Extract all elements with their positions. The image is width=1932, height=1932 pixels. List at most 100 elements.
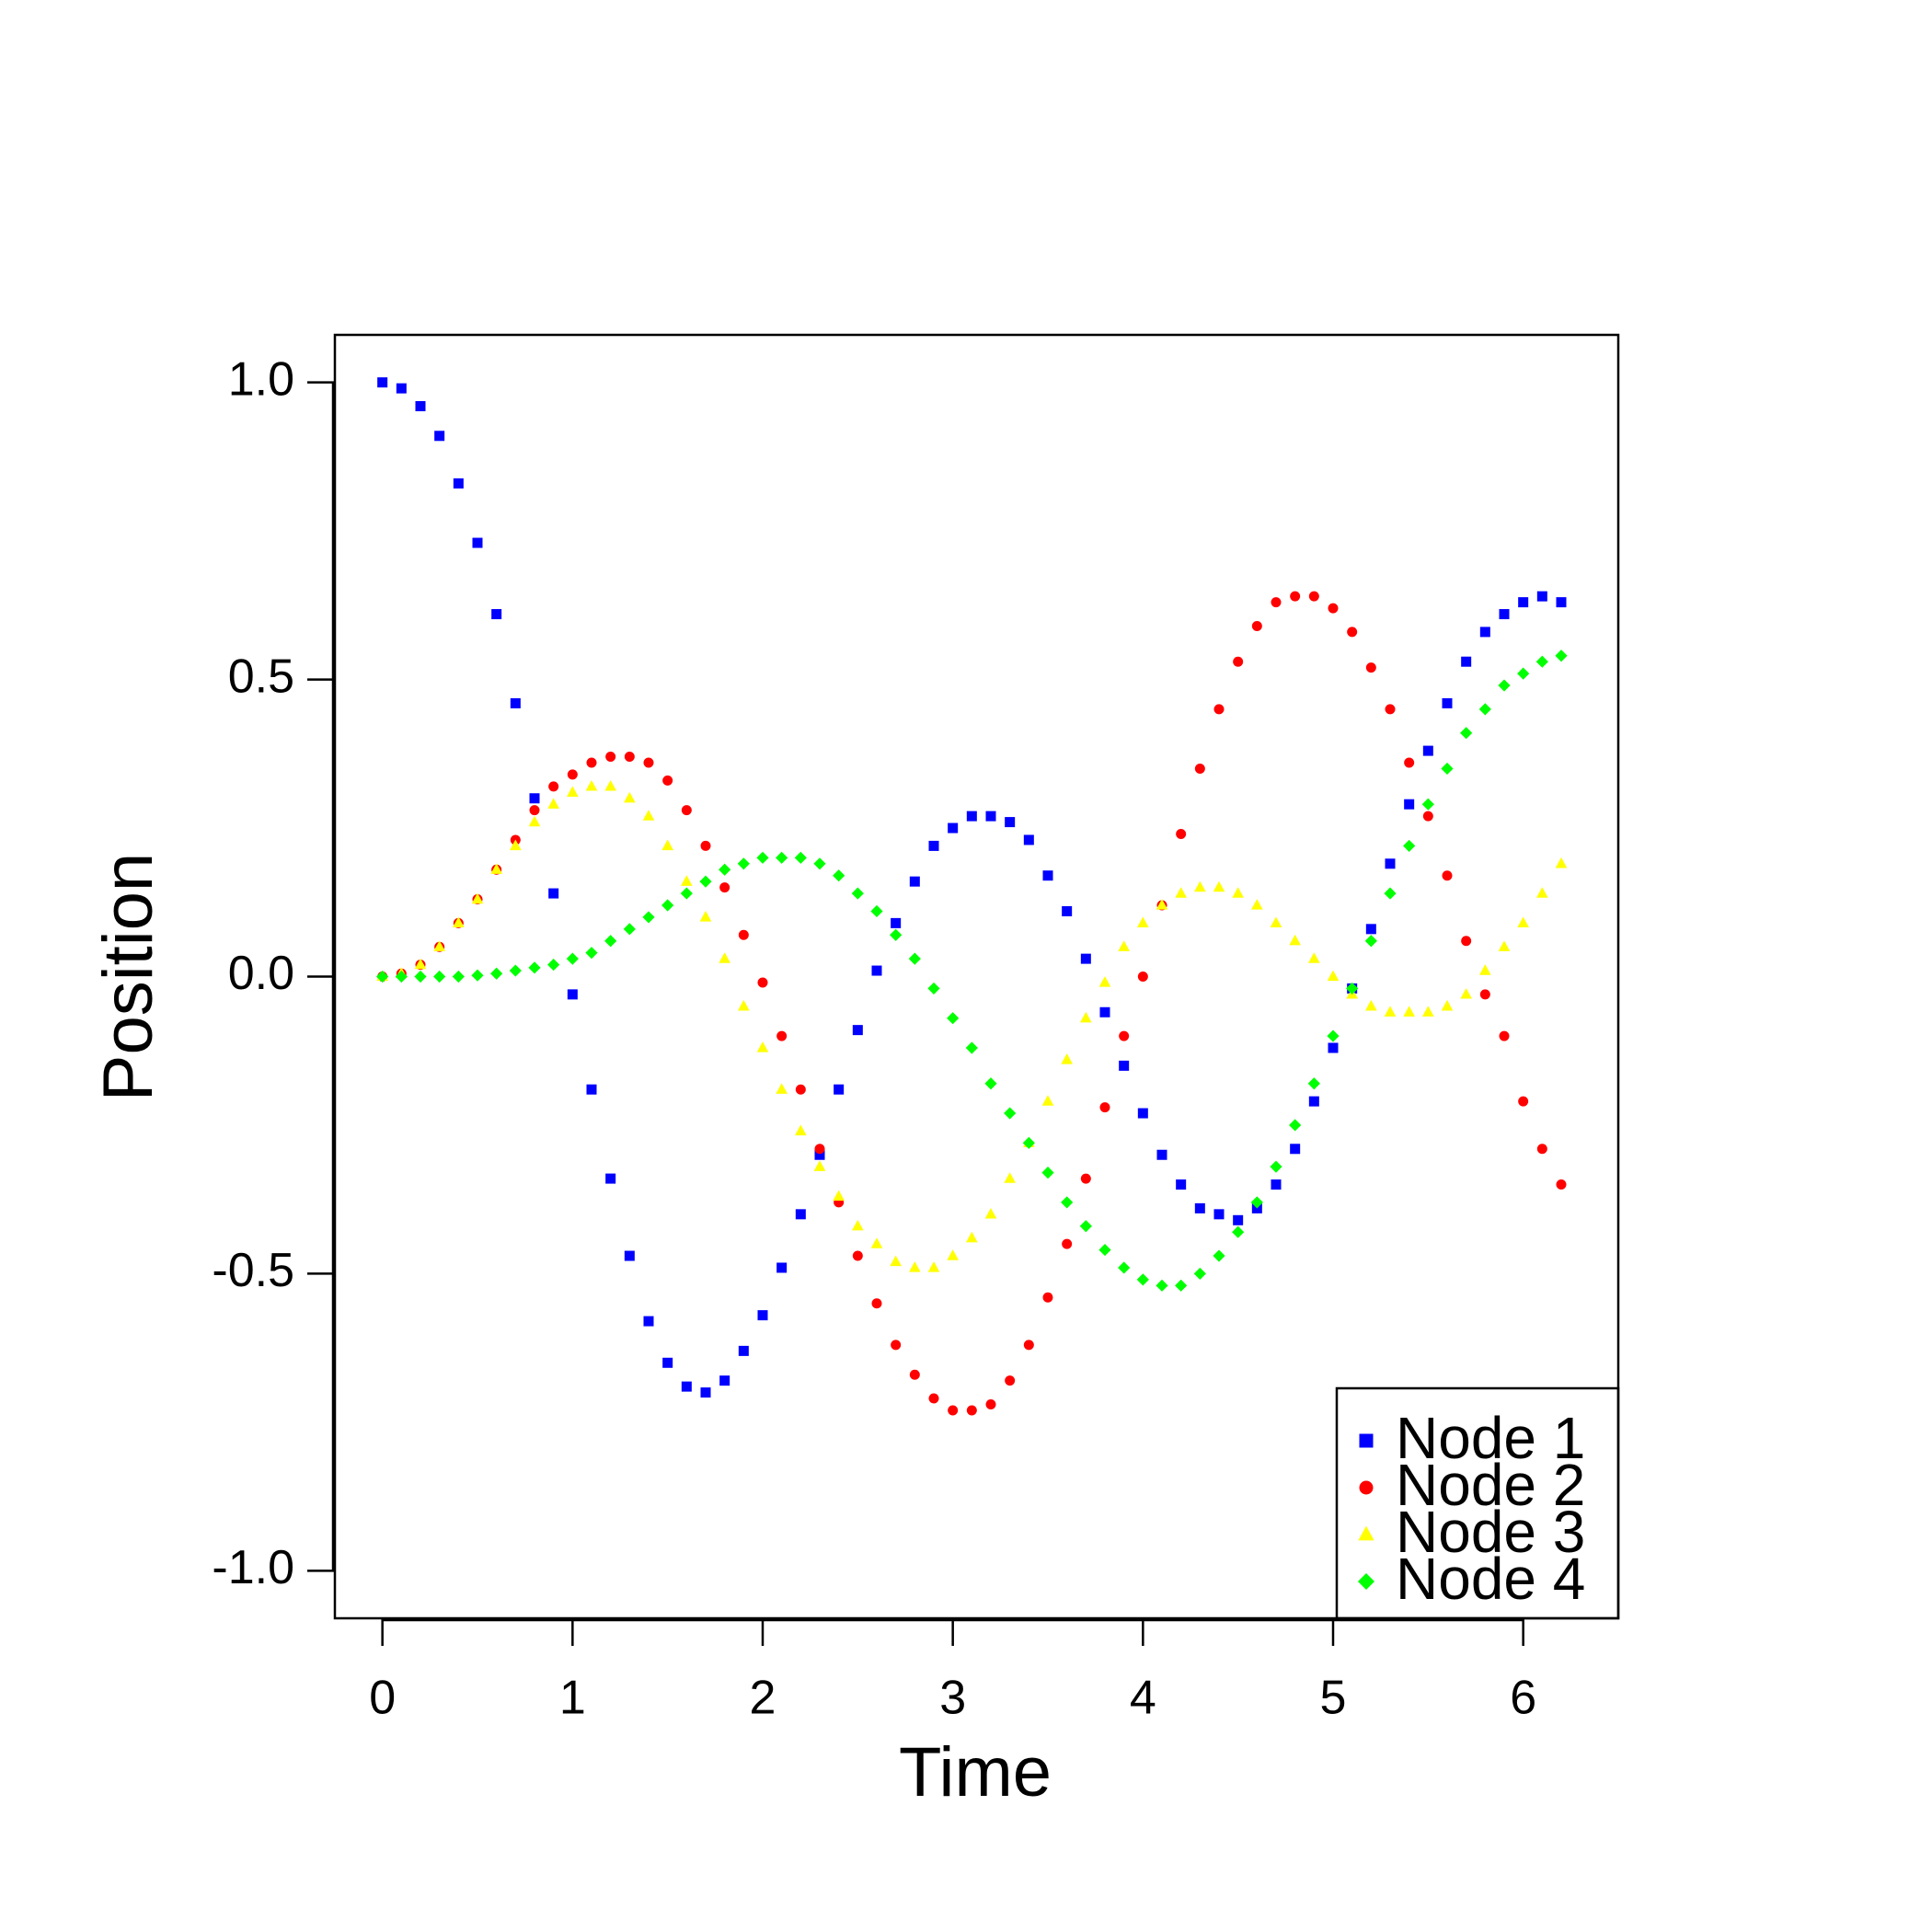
point: [1403, 839, 1416, 853]
point: [1099, 1006, 1110, 1018]
x-tick-label: 5: [1320, 1672, 1347, 1725]
point: [1289, 934, 1301, 946]
point: [699, 911, 712, 922]
point: [891, 917, 902, 928]
point: [984, 1207, 997, 1219]
point: [1478, 703, 1491, 716]
x-tick-label: 1: [559, 1672, 586, 1725]
point: [529, 793, 540, 804]
point: [1213, 1249, 1225, 1262]
point: [776, 1083, 788, 1094]
point: [377, 377, 388, 388]
point: [624, 1250, 635, 1261]
point: [776, 1030, 788, 1041]
point: [547, 798, 559, 809]
x-tick-label: 3: [939, 1672, 966, 1725]
point: [1023, 834, 1034, 845]
point: [1422, 811, 1433, 822]
point: [1099, 1102, 1110, 1113]
point: [909, 1261, 921, 1272]
point: [1385, 858, 1396, 869]
point: [605, 752, 616, 763]
x-tick-label: 2: [750, 1672, 776, 1725]
point: [928, 840, 939, 851]
point: [529, 805, 540, 816]
point: [1460, 727, 1473, 740]
point: [719, 952, 730, 963]
point: [738, 999, 750, 1011]
point: [738, 929, 749, 940]
point: [1441, 762, 1454, 776]
point: [909, 1369, 920, 1380]
point: [1555, 650, 1568, 662]
point: [1156, 899, 1168, 910]
point: [738, 1345, 749, 1356]
point: [1556, 597, 1567, 608]
point: [1479, 989, 1490, 1000]
point: [1042, 1292, 1053, 1303]
point: [681, 1381, 692, 1392]
point: [1061, 1053, 1073, 1064]
point: [566, 952, 579, 965]
point: [471, 892, 484, 904]
point: [585, 779, 598, 791]
point: [851, 887, 864, 900]
point: [1119, 1060, 1130, 1071]
point: [509, 964, 522, 977]
point: [1498, 679, 1511, 692]
point: [453, 477, 464, 489]
point: [396, 383, 407, 394]
point: [719, 882, 730, 893]
point: [661, 839, 673, 851]
point: [1271, 597, 1282, 608]
x-axis-title: Time: [899, 1733, 1052, 1811]
point: [1327, 1029, 1340, 1042]
point: [1404, 799, 1415, 810]
point: [700, 1387, 711, 1398]
point: [1137, 916, 1149, 928]
point: [891, 1340, 902, 1351]
point: [776, 1262, 788, 1273]
point: [1098, 1243, 1111, 1257]
point: [984, 1077, 997, 1090]
point: [1176, 1179, 1187, 1190]
point: [662, 1357, 673, 1368]
point: [1499, 609, 1510, 620]
point: [1062, 905, 1073, 916]
point: [1365, 662, 1376, 673]
point: [680, 887, 693, 900]
point: [1421, 798, 1434, 811]
point: [814, 1149, 825, 1160]
point: [870, 1237, 883, 1248]
point: [757, 977, 768, 988]
y-tick-label: 0.0: [228, 947, 294, 1000]
point: [1175, 887, 1187, 898]
point: [586, 1084, 597, 1095]
point: [1118, 940, 1130, 951]
point: [1176, 829, 1187, 839]
point: [1004, 1107, 1017, 1120]
point: [1118, 1261, 1131, 1274]
point: [1213, 704, 1225, 715]
point: [1442, 870, 1453, 881]
point: [1062, 1238, 1073, 1249]
point: [1080, 1173, 1091, 1184]
point: [1404, 757, 1415, 768]
point: [1136, 1273, 1149, 1286]
y-tick-label: 0.5: [228, 650, 294, 703]
legend-box: [1335, 1386, 1620, 1620]
point: [1289, 1119, 1302, 1132]
point: [415, 401, 426, 411]
point: [927, 982, 940, 995]
point: [642, 810, 655, 821]
point: [985, 1399, 996, 1409]
point: [700, 840, 711, 851]
point: [1308, 591, 1319, 602]
point: [1365, 999, 1377, 1011]
point: [681, 875, 693, 886]
point: [1251, 899, 1263, 910]
point: [1004, 1172, 1016, 1183]
point: [491, 609, 502, 620]
point: [1156, 1279, 1168, 1292]
point: [1328, 603, 1339, 614]
